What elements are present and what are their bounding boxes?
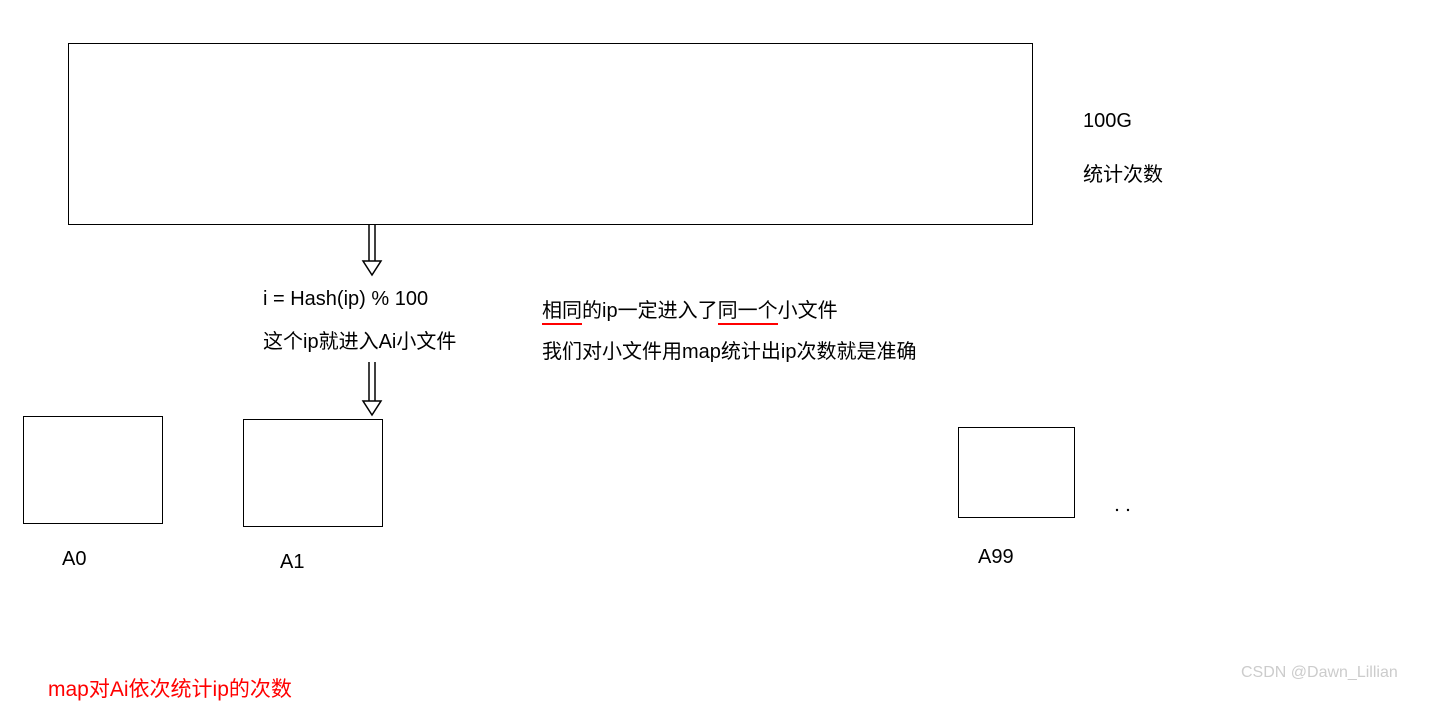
large-file-box <box>68 43 1033 225</box>
arrow-down-1 <box>360 225 384 277</box>
watermark: CSDN @Dawn_Lillian <box>1241 664 1398 682</box>
explain-part-2: 同一个 <box>718 300 778 325</box>
file-box-a1 <box>243 419 383 527</box>
hash-explain: 这个ip就进入Ai小文件 <box>263 325 456 354</box>
ellipsis-dots <box>1113 506 1133 514</box>
count-label: 统计次数 <box>1083 158 1163 187</box>
file-label-a99: A99 <box>978 546 1014 569</box>
explain-line2: 我们对小文件用map统计出ip次数就是准确 <box>542 335 916 364</box>
file-box-a99 <box>958 427 1075 518</box>
file-box-a0 <box>23 416 163 524</box>
arrow-down-2 <box>360 362 384 417</box>
file-label-a0: A0 <box>62 548 86 571</box>
size-label: 100G <box>1083 110 1132 133</box>
hash-formula: i = Hash(ip) % 100 <box>263 288 428 311</box>
file-label-a1: A1 <box>280 551 304 574</box>
explain-part-0: 相同 <box>542 300 582 325</box>
explain-part-1: 的ip一定进入了 <box>582 300 718 322</box>
bottom-summary: map对Ai依次统计ip的次数 <box>48 673 292 703</box>
explain-part-3: 小文件 <box>778 300 838 322</box>
explain-line1: 相同的ip一定进入了同一个小文件 <box>542 294 838 323</box>
